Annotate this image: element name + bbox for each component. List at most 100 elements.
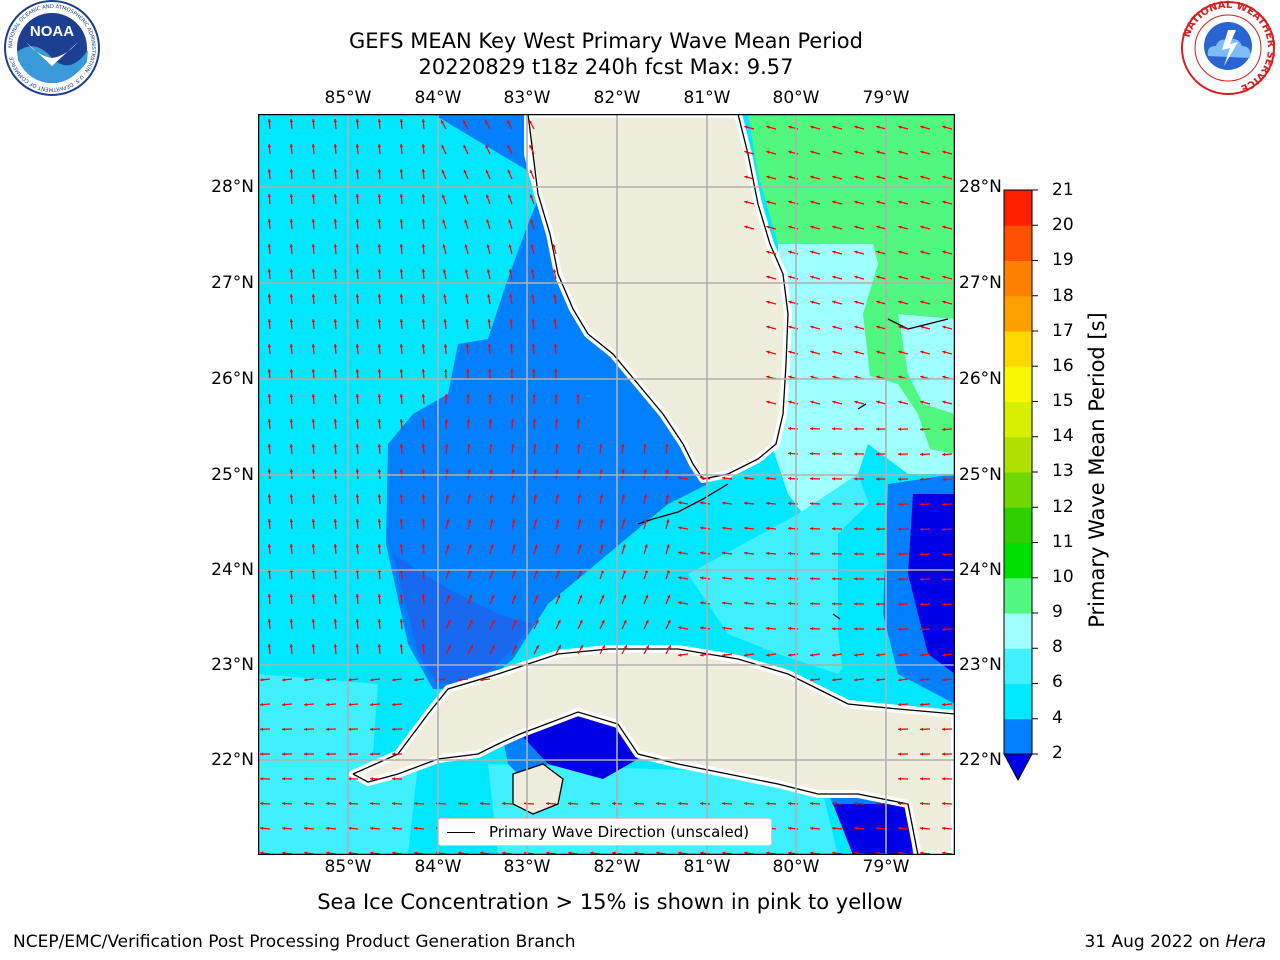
wave-vector-head (942, 375, 946, 379)
wave-vector-head (421, 119, 426, 123)
wave-vector-head (488, 419, 493, 423)
wave-vector-head (377, 194, 382, 198)
wave-vector-head (942, 125, 946, 129)
wave-vector-head (621, 469, 625, 473)
wave-vector-head (465, 294, 469, 298)
wave-vector-head (333, 244, 338, 248)
wave-vector-head (533, 494, 538, 498)
wave-vector-head (898, 826, 902, 830)
wave-vector-head (810, 427, 814, 431)
wave-vector-head (920, 552, 924, 556)
wave-vector-head (876, 577, 880, 581)
wave-vector-head (355, 244, 360, 248)
wave-vector-head (355, 619, 360, 623)
wave-vector-head (304, 678, 308, 682)
wave-vector-head (333, 169, 338, 173)
wave-vector-head (311, 594, 316, 598)
lon-label-top-85w: 85°W (324, 88, 372, 108)
wave-vector-head (898, 653, 902, 657)
wave-vector-head (289, 319, 294, 323)
wave-vector-head (788, 601, 792, 606)
wave-vector-head (590, 801, 594, 806)
wave-vector-head (810, 602, 814, 606)
colorbar-band (1004, 225, 1032, 261)
wave-vector-head (810, 400, 814, 404)
wave-vector-head (463, 120, 467, 124)
wave-vector-head (920, 477, 924, 481)
wave-vector-head (311, 544, 316, 548)
wave-vector-head (480, 678, 484, 682)
wave-vector-head (643, 469, 647, 473)
wave-vector-head (832, 300, 836, 304)
wave-vector-head (326, 777, 330, 781)
wave-vector-head (326, 702, 330, 707)
wave-vector-head (788, 150, 792, 154)
wave-vector-head (920, 602, 924, 606)
wave-vector-head (898, 350, 902, 354)
wave-vector-head (282, 777, 286, 781)
wave-vector-head (267, 269, 272, 273)
wave-vector-head (490, 519, 494, 523)
wave-vector-head (289, 469, 294, 473)
wave-vector-head (348, 702, 352, 707)
wave-vector-head (876, 427, 880, 431)
colorbar-band (1004, 366, 1032, 402)
wave-vector-head (468, 519, 472, 523)
wave-vector-head (876, 678, 880, 682)
wave-vector-head (289, 619, 294, 623)
wave-vector-head (267, 444, 272, 448)
wave-vector-head (744, 125, 748, 129)
wave-vector-head (508, 244, 512, 248)
wave-vector-head (333, 619, 338, 623)
wave-vector-head (832, 225, 836, 229)
wave-vector-head (311, 344, 316, 348)
wave-vector-head (421, 519, 426, 523)
wave-vector-head (788, 350, 792, 354)
wave-vector-head (832, 801, 836, 806)
lon-label-bottom-79w: 79°W (862, 857, 910, 877)
wave-vector-head (898, 678, 902, 682)
wave-vector-head (645, 645, 649, 649)
wave-vector-head (876, 175, 880, 179)
colorbar-tick-4: 4 (1052, 708, 1063, 728)
ocean-field-light-sw (258, 674, 418, 855)
wave-vector-head (513, 594, 517, 599)
wave-vector-head (601, 645, 605, 649)
wave-vector-head (832, 527, 836, 531)
wave-vector-head (326, 826, 330, 830)
wave-vector-head (377, 294, 382, 298)
wave-vector-head (333, 119, 338, 123)
wave-vector-head (577, 444, 581, 448)
wave-vector-head (557, 645, 561, 649)
wave-vector-head (854, 452, 858, 456)
wave-vector-head (553, 319, 557, 323)
wave-vector-head (421, 369, 426, 373)
wave-vector-head (854, 400, 858, 404)
wave-vector-head (326, 801, 330, 806)
wave-vector-head (700, 653, 704, 657)
wave-vector-head (898, 702, 902, 707)
colorbar-band (1004, 436, 1032, 473)
wave-vector-head (898, 200, 902, 204)
wave-vector-head (377, 594, 382, 598)
colorbar-tick-12: 12 (1052, 497, 1074, 517)
wave-vector-head (744, 653, 748, 657)
colorbar-band (1004, 190, 1032, 226)
wave-vector-head (766, 400, 770, 404)
wave-vector-head (392, 777, 396, 781)
colorbar-title: Primary Wave Mean Period [s] (1085, 312, 1109, 628)
wave-vector-head (392, 702, 396, 707)
wave-vector-head (392, 678, 396, 682)
wave-vector-head (399, 269, 404, 273)
wave-vector-head (370, 727, 374, 731)
wave-vector-head (788, 653, 792, 657)
wave-vector-head (578, 519, 582, 523)
wave-vector-head (898, 400, 902, 404)
wave-vector-head (678, 551, 682, 555)
lat-label-right-28n: 28°N (959, 177, 1002, 197)
wave-vector-head (289, 119, 294, 123)
wave-vector-head (810, 150, 814, 154)
wave-vector-head (876, 250, 880, 254)
wave-vector-head (421, 619, 426, 623)
wave-vector-head (788, 526, 792, 531)
